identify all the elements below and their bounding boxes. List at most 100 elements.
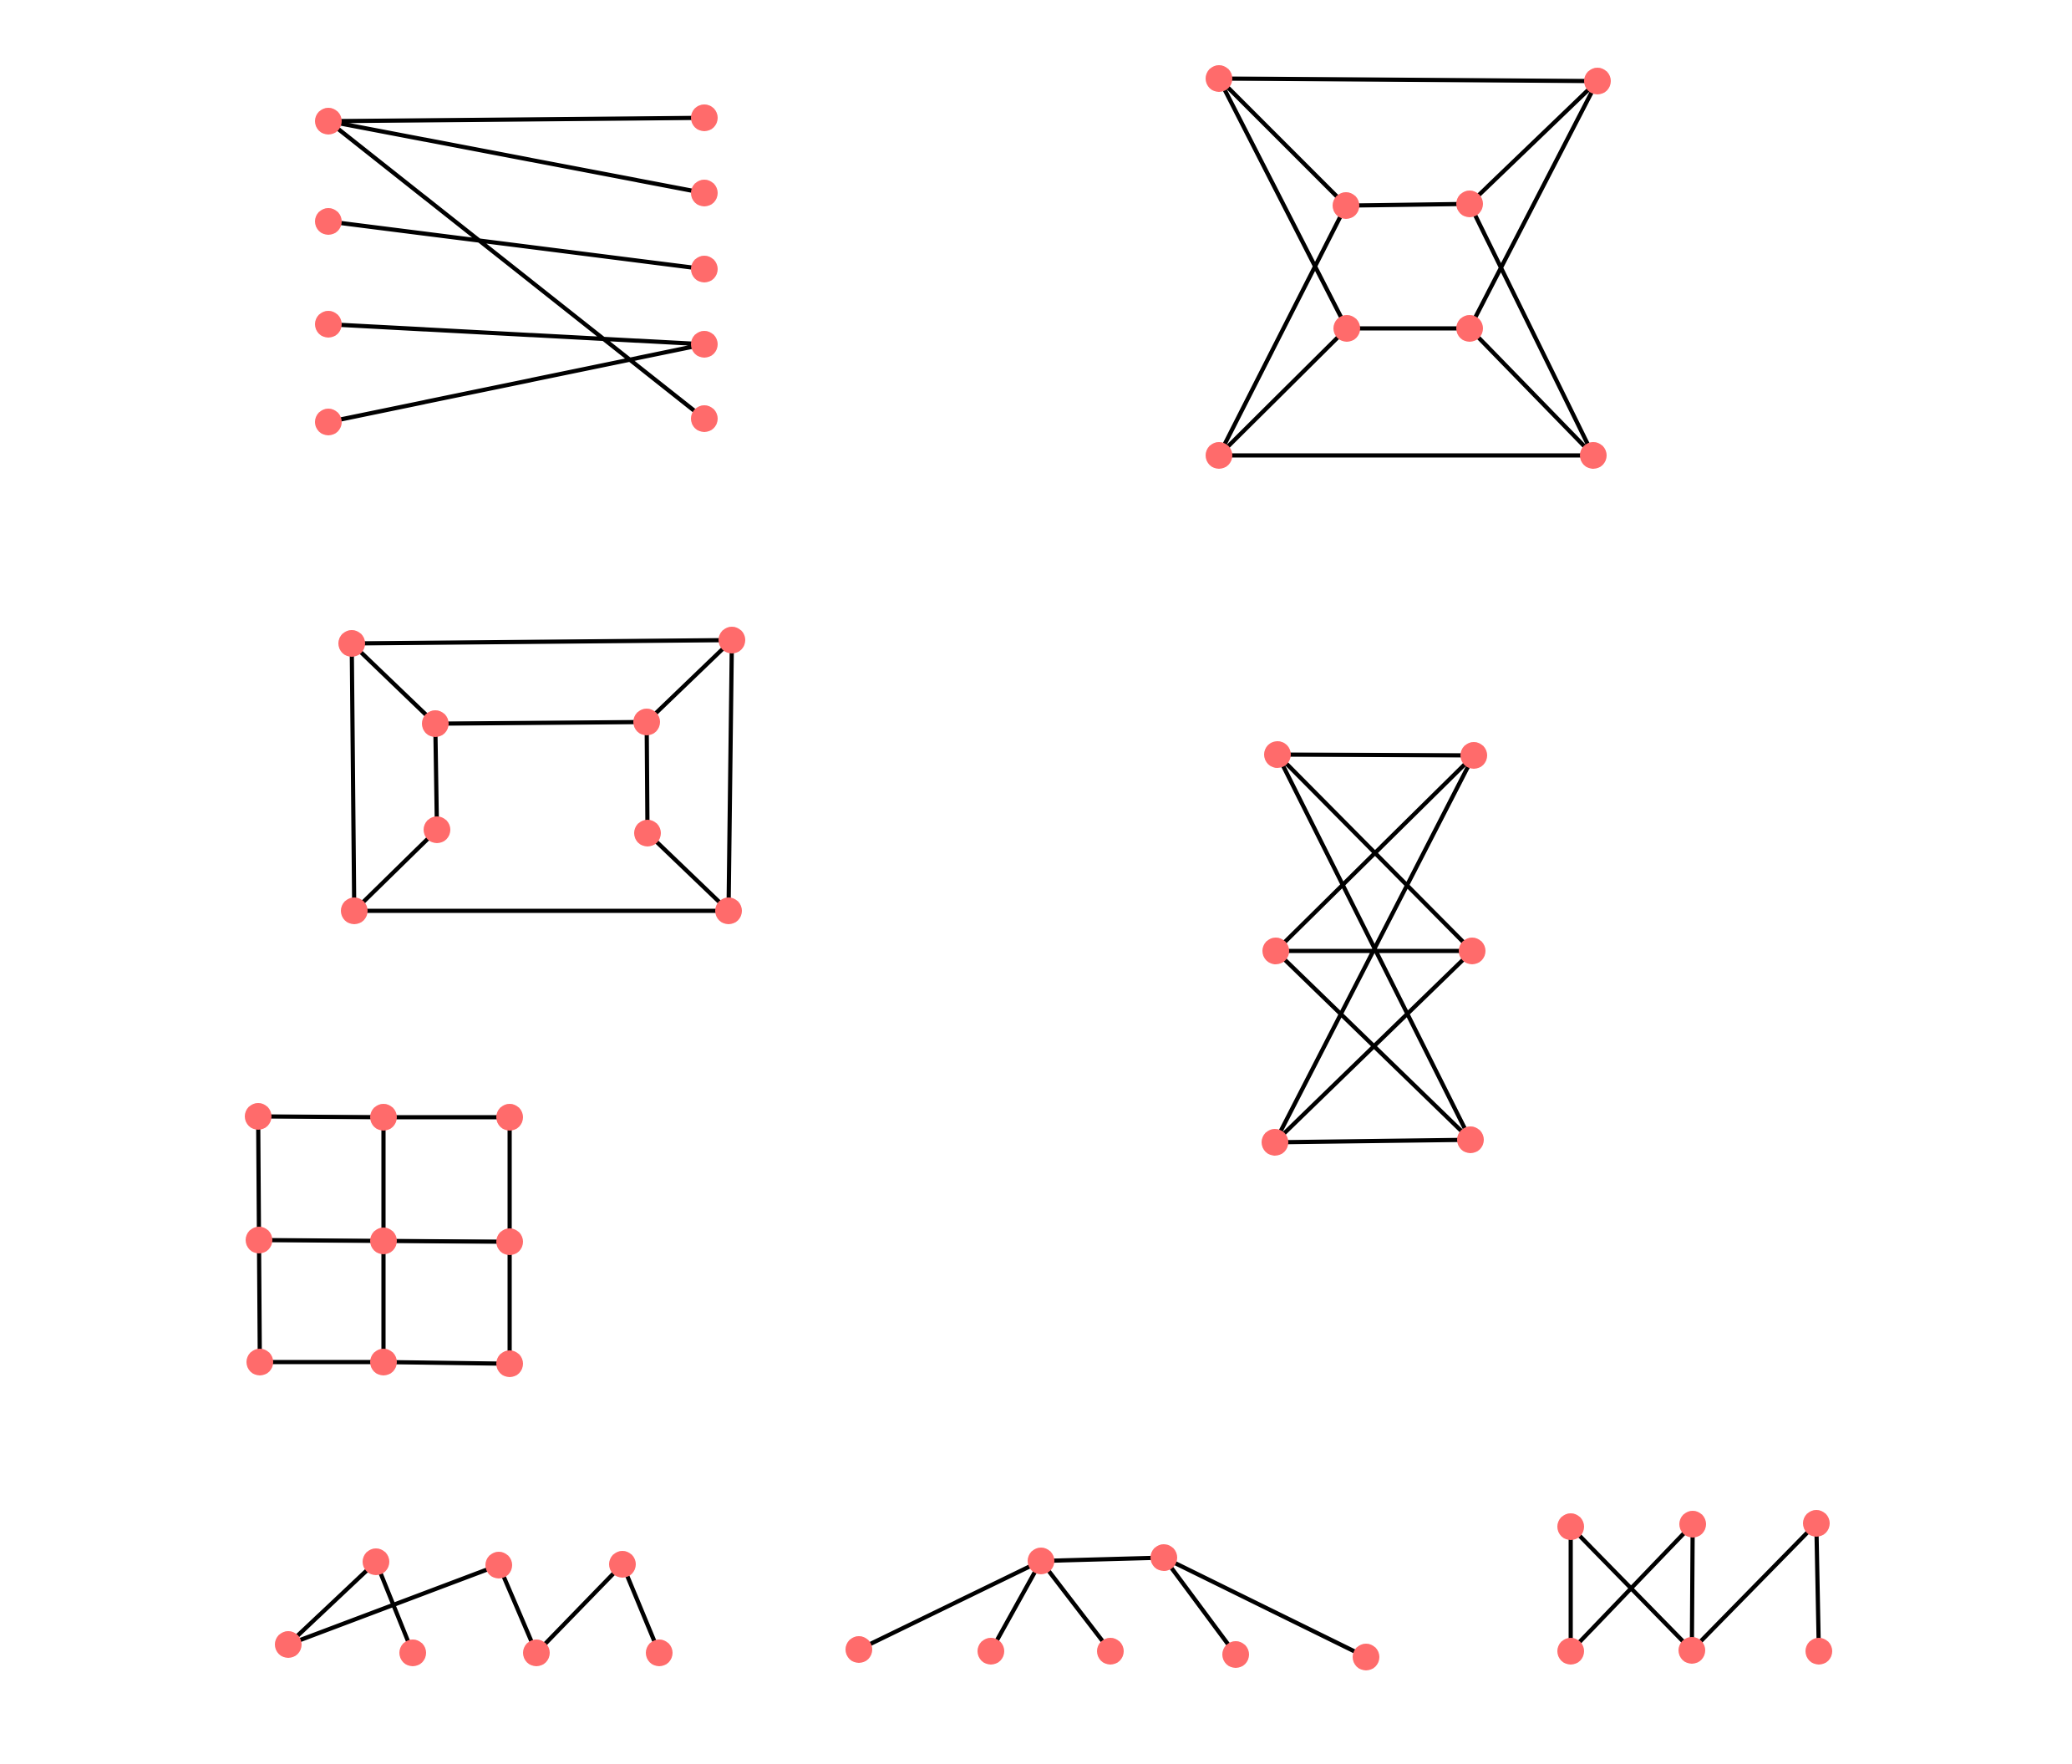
prism-like-graph-node-3	[633, 709, 660, 735]
grid-graph-node-4	[370, 1228, 397, 1254]
small-bipartite-graph-node-3	[1803, 1510, 1830, 1537]
zigzag-tree-graph-node-2	[399, 1639, 426, 1666]
prism-like-graph-node-1	[719, 627, 745, 653]
cube-graph-edge-0	[1216, 76, 1600, 84]
cube-graph-edge-7	[1467, 201, 1596, 458]
zigzag-tree-graph-node-4	[523, 1639, 550, 1666]
cube-graph-node-4	[1333, 315, 1360, 342]
bipartite-matching-graph-edge-5	[326, 342, 707, 424]
prism-like-graph-edge-0	[349, 638, 734, 646]
two-hub-tree-graph-edge-4	[1161, 1555, 1238, 1657]
grid-graph-node-6	[246, 1349, 273, 1375]
two-hub-tree-graph-node-1	[846, 1636, 872, 1663]
prism-like-graph-edge-1	[349, 641, 357, 913]
cube-graph-node-0	[1206, 65, 1232, 92]
prism-like-graph-node-4	[341, 897, 368, 924]
two-hub-tree-graph-edge-2	[988, 1558, 1044, 1654]
small-bipartite-graph-node-4	[1557, 1638, 1584, 1665]
prism-like-graph-edge-3	[726, 638, 734, 913]
cube-graph-node-2	[1333, 192, 1359, 219]
bipartite-matching-graph-node-4	[691, 104, 718, 131]
two-hub-tree-graph-edge-1	[856, 1558, 1044, 1652]
complete-bipartite-graph	[1262, 741, 1487, 1156]
complete-bipartite-graph-node-0	[1264, 741, 1291, 768]
cube-graph-node-1	[1584, 68, 1611, 94]
grid-graph-node-2	[496, 1104, 523, 1131]
bipartite-matching-graph	[315, 104, 718, 435]
zigzag-tree-graph-edge-2	[373, 1559, 415, 1655]
two-hub-tree-graph-node-3	[1097, 1638, 1124, 1665]
cube-graph-edge-2	[1216, 76, 1349, 331]
bipartite-matching-graph-edge-3	[326, 219, 707, 272]
two-hub-tree-graph-node-2	[978, 1638, 1004, 1665]
two-hub-tree-graph-node-5	[1353, 1644, 1379, 1670]
two-hub-tree-graph-edge-5	[1161, 1555, 1369, 1660]
prism-like-graph-edge-4	[644, 638, 734, 724]
cube-graph-edge-5	[1343, 201, 1472, 208]
prism-like-graph-node-2	[422, 710, 449, 737]
small-bipartite-graph-edge-5	[1814, 1521, 1821, 1654]
complete-bipartite-graph-edge-8	[1272, 948, 1475, 1145]
zigzag-tree-graph-edge-5	[620, 1562, 662, 1655]
prism-like-graph-edge-7	[645, 831, 731, 913]
grid-graph-node-3	[246, 1227, 272, 1253]
two-hub-tree-graph	[846, 1544, 1379, 1670]
zigzag-tree-graph-node-0	[275, 1631, 302, 1658]
complete-bipartite-graph-edge-7	[1272, 753, 1476, 1145]
grid-graph-node-7	[370, 1349, 397, 1375]
complete-bipartite-graph-edge-2	[1272, 1137, 1473, 1145]
grid-graph-node-5	[496, 1228, 523, 1255]
prism-like-graph-node-0	[338, 630, 365, 657]
cube-graph	[1206, 65, 1611, 469]
cube-graph-edge-6	[1216, 203, 1348, 458]
grid-graph-edge-0	[256, 1114, 386, 1120]
cube-graph-edge-1	[1216, 76, 1348, 208]
prism-like-graph-node-6	[424, 816, 450, 843]
bipartite-matching-graph-node-6	[691, 256, 718, 282]
two-hub-tree-graph-node-0	[1150, 1544, 1177, 1571]
complete-bipartite-graph-node-4	[1262, 1129, 1288, 1156]
grid-graph-node-8	[496, 1350, 523, 1377]
prism-like-graph-edge-9	[644, 719, 650, 836]
bipartite-matching-graph-edge-0	[326, 115, 707, 124]
small-bipartite-graph-node-1	[1678, 1637, 1705, 1664]
bipartite-matching-graph-node-1	[315, 208, 342, 235]
zigzag-tree-graph-node-6	[646, 1639, 673, 1666]
two-hub-tree-graph-node-4	[1222, 1641, 1249, 1668]
bipartite-matching-graph-edge-1	[326, 119, 707, 196]
bipartite-matching-graph-node-5	[691, 180, 718, 206]
small-bipartite-graph-node-0	[1557, 1513, 1584, 1540]
cube-graph-node-3	[1456, 191, 1483, 217]
grid-graph-edge-2	[256, 1238, 386, 1243]
small-bipartite-graph	[1557, 1510, 1832, 1665]
grid-graph-node-1	[370, 1104, 397, 1131]
bipartite-matching-graph-node-7	[691, 331, 718, 358]
bipartite-matching-graph-node-3	[315, 409, 342, 435]
small-bipartite-graph-edge-3	[1568, 1522, 1695, 1654]
two-hub-tree-graph-node-6	[1028, 1548, 1054, 1574]
cube-graph-edge-3	[1467, 79, 1600, 206]
zigzag-tree-graph	[275, 1548, 673, 1666]
grid-graph-edge-7	[256, 1238, 262, 1365]
prism-like-graph	[338, 627, 745, 924]
cube-graph-edge-4	[1467, 79, 1600, 331]
zigzag-tree-graph-edge-3	[496, 1563, 539, 1655]
cube-graph-node-7	[1580, 442, 1607, 469]
prism-like-graph-node-7	[634, 820, 661, 846]
prism-like-graph-edge-6	[352, 827, 439, 913]
small-bipartite-graph-edge-2	[1689, 1522, 1695, 1653]
grid-graph-node-0	[245, 1103, 272, 1130]
small-bipartite-graph-node-5	[1805, 1638, 1832, 1665]
small-bipartite-graph-node-2	[1679, 1511, 1706, 1538]
prism-like-graph-edge-8	[433, 721, 439, 832]
zigzag-tree-graph-edge-4	[534, 1562, 625, 1655]
prism-like-graph-node-5	[715, 897, 742, 924]
bipartite-matching-graph-node-0	[315, 108, 342, 135]
bipartite-matching-graph-edge-2	[326, 119, 707, 421]
cube-graph-node-5	[1456, 315, 1483, 342]
complete-bipartite-graph-node-2	[1262, 938, 1289, 964]
complete-bipartite-graph-node-5	[1457, 1126, 1484, 1153]
cube-graph-edge-10	[1467, 326, 1596, 458]
zigzag-tree-graph-node-3	[485, 1552, 512, 1578]
